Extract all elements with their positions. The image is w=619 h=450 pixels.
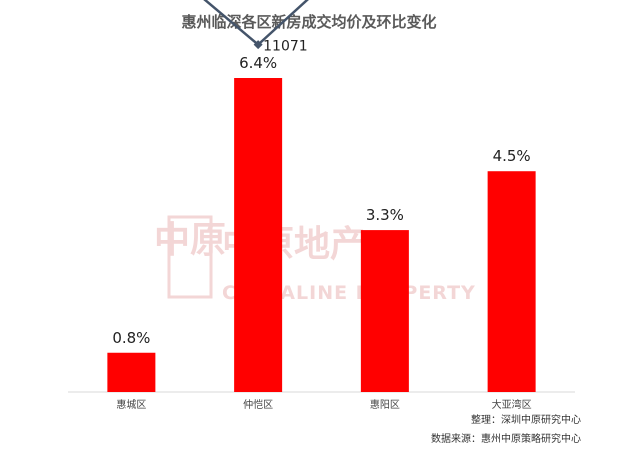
watermark-english: CENTALINE PROPERTY <box>222 282 476 304</box>
bar-data-label-1: 6.4% <box>239 54 277 72</box>
watermark-seal-char-1: 中原 <box>154 220 226 261</box>
bar-2 <box>360 230 409 392</box>
line-series: 14849110711516016225 <box>203 0 309 55</box>
footer-data-source: 数据来源：惠州中原策略研究中心 <box>431 432 581 445</box>
bar-0 <box>107 352 156 392</box>
watermark-seal: 中原 <box>154 215 226 299</box>
x-tick-label-1: 仲恺区 <box>243 398 273 411</box>
x-tick-label-2: 惠阳区 <box>370 398 400 411</box>
footer-compiled-by: 整理：深圳中原研究中心 <box>471 413 581 426</box>
bar-data-label-3: 4.5% <box>493 147 531 165</box>
line-marker-1 <box>253 40 263 50</box>
bar-data-label-2: 3.3% <box>366 206 404 224</box>
bar-series: 0.8% 6.4% 3.3% 4.5% <box>107 54 536 392</box>
chart-title: 惠州临深各区新房成交均价及环比变化 <box>181 13 436 31</box>
bar-data-label-0: 0.8% <box>112 329 150 347</box>
x-tick-label-3: 大亚湾区 <box>492 398 532 411</box>
watermark: 中原 中原地产 CENTALINE PROPERTY <box>154 215 476 304</box>
x-tick-label-0: 惠城区 <box>116 398 146 411</box>
x-tick-labels: 惠城区 仲恺区 惠阳区 大亚湾区 <box>116 398 531 411</box>
bar-1 <box>234 78 283 392</box>
bar-3 <box>487 171 536 392</box>
line-data-label-1: 11071 <box>263 39 308 55</box>
